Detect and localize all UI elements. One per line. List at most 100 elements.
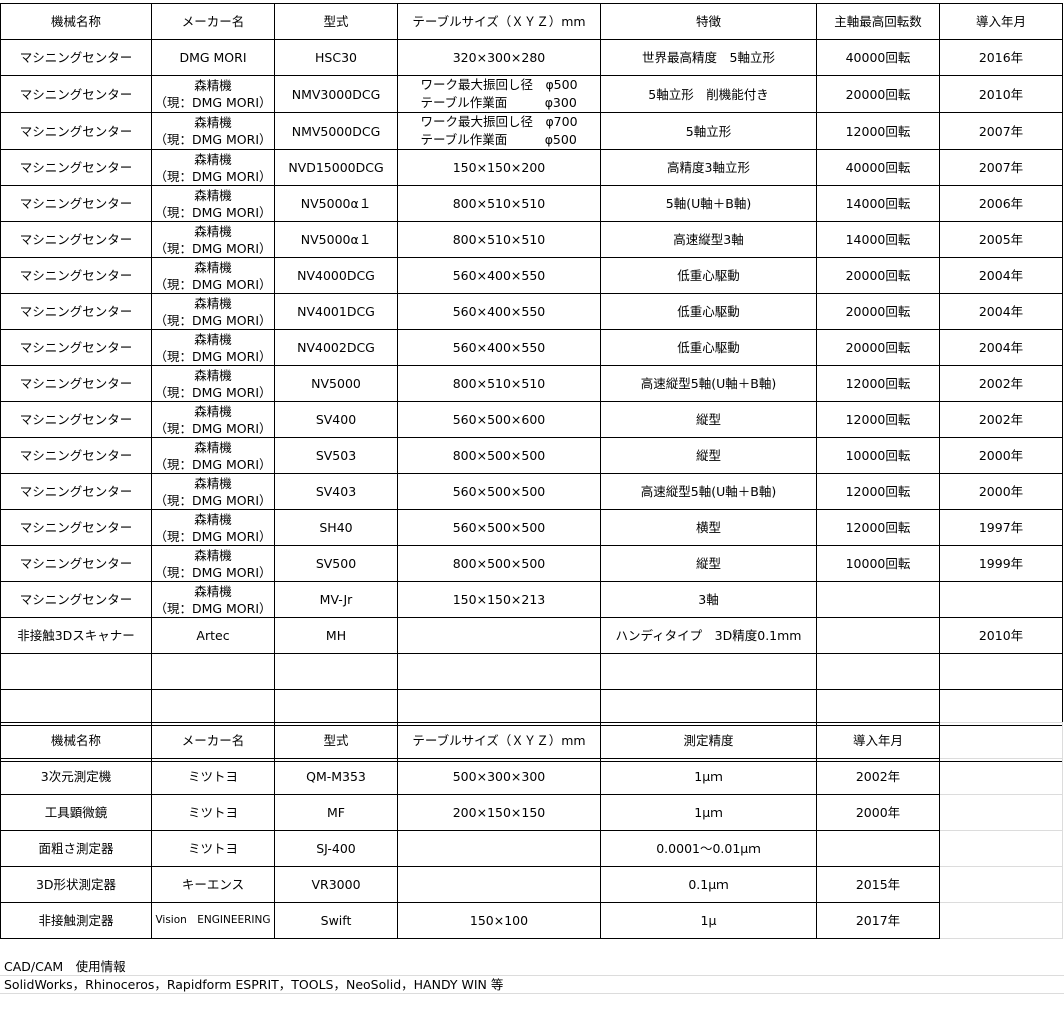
- table-row: マシニングセンター 森精機 （現：DMG MORI） NMV3000DCG ワーク最大振…: [0, 75, 1063, 113]
- machine-name-cell: マシニングセンター: [0, 401, 152, 438]
- feature-cell: 低重心駆動: [600, 293, 817, 330]
- column-header: 型式: [274, 3, 398, 40]
- maker-current-name: （現：DMG MORI）: [154, 456, 272, 472]
- table-size-cell: ワーク最大振回し径 φ700 テーブル作業面 φ500: [397, 112, 601, 150]
- maker-current-name: （現：DMG MORI）: [154, 168, 272, 184]
- measurement-equipment-table: 機械名称 メーカー名 型式 テーブルサイズ（ＸＹＺ）mm 測定精度 導入年月 3次元測定機ミ…: [0, 722, 1063, 939]
- maker-two-line: 森精機 （現：DMG MORI）: [154, 475, 271, 509]
- feature-cell: 縦型: [600, 401, 817, 438]
- table-size-cell: 800×510×510: [397, 185, 601, 222]
- table-size-cell: 560×400×550: [397, 257, 601, 294]
- install-year-cell: 2000年: [816, 794, 940, 831]
- maker-cell: 森精機 （現：DMG MORI）: [151, 149, 275, 186]
- feature-cell: 高精度3軸立形: [600, 149, 817, 186]
- maker-two-line: 森精機 （現：DMG MORI）: [154, 259, 271, 293]
- machine-name-cell: マシニングセンター: [0, 257, 152, 294]
- empty-cell: [397, 689, 601, 726]
- maker-two-line: 森精機 （現：DMG MORI）: [154, 367, 271, 401]
- empty-cell: [600, 689, 817, 726]
- spindle-rpm-cell: 20000回転: [816, 293, 940, 330]
- table-size-cell: 150×150×200: [397, 149, 601, 186]
- maker-two-line: 森精機 （現：DMG MORI）: [154, 547, 271, 581]
- table-row: マシニングセンター 森精機 （現：DMG MORI） SV500 800×500×500…: [0, 545, 1063, 582]
- feature-cell: 横型: [600, 509, 817, 546]
- maker-name: 森精機: [194, 78, 232, 93]
- table-row: 工具顕微鏡 ミツトヨ MF 200×150×150 1μｍ 2000年: [0, 794, 1063, 831]
- machine-name-cell: マシニングセンター: [0, 365, 152, 402]
- table-row: 3D形状測定器 キーエンス VR3000 0.1μｍ 2015年: [0, 866, 1063, 903]
- maker-two-line: 森精機 （現：DMG MORI）: [154, 77, 271, 111]
- maker-name: 森精機: [194, 295, 232, 311]
- empty-cell: [151, 689, 275, 726]
- empty-row: [0, 653, 1063, 690]
- install-year-cell: 2002年: [939, 365, 1063, 402]
- model-cell: Swift: [274, 902, 398, 939]
- column-header: 主軸最高回転数: [816, 3, 940, 40]
- feature-cell: 3軸: [600, 581, 817, 618]
- model-cell: NVD15000DCG: [274, 149, 398, 186]
- install-year-cell: 2002年: [816, 758, 940, 795]
- machine-name-cell: 非接触測定器: [0, 902, 152, 939]
- maker-name: 森精機: [194, 259, 232, 275]
- feature-cell: 高速縦型3軸: [600, 221, 817, 258]
- empty-cell: [274, 653, 398, 690]
- accuracy-cell: 1μｍ: [600, 758, 817, 795]
- table-size-two-line: ワーク最大振回し径 φ500 テーブル作業面 φ300: [420, 77, 577, 112]
- install-year-cell: 2007年: [939, 149, 1063, 186]
- table-row: マシニングセンター 森精機 （現：DMG MORI） SH40 560×500×500 横…: [0, 509, 1063, 546]
- empty-cell: [939, 653, 1063, 690]
- maker-current-name: （現：DMG MORI）: [154, 420, 272, 436]
- spindle-rpm-cell: 40000回転: [816, 39, 940, 76]
- model-cell: NV4000DCG: [274, 257, 398, 294]
- feature-cell: 世界最高精度 5軸立形: [600, 39, 817, 76]
- cad-software-list: SolidWorks，Rhinoceros，Rapidform ESPRIT，T…: [4, 977, 504, 992]
- spindle-rpm-cell: 14000回転: [816, 221, 940, 258]
- maker-two-line: 森精機 （現：DMG MORI）: [154, 295, 271, 329]
- machine-name-cell: 工具顕微鏡: [0, 794, 152, 831]
- table-work-surface: テーブル作業面 φ300: [420, 95, 577, 110]
- cad-cam-title: CAD/CAM 使用情報: [4, 959, 126, 974]
- column-header: 導入年月: [939, 3, 1063, 40]
- maker-two-line: 森精機 （現：DMG MORI）: [154, 403, 271, 437]
- install-year-cell: 2016年: [939, 39, 1063, 76]
- feature-cell: 高速縦型5軸(U軸＋B軸): [600, 365, 817, 402]
- install-year-cell: 2007年: [939, 112, 1063, 150]
- empty-cell: [0, 653, 152, 690]
- maker-two-line: 森精機 （現：DMG MORI）: [154, 511, 271, 545]
- spindle-rpm-cell: [816, 617, 940, 654]
- maker-cell: 森精機 （現：DMG MORI）: [151, 581, 275, 618]
- maker-name: 森精機: [194, 547, 232, 563]
- maker-name: 森精機: [194, 511, 232, 527]
- table-size-two-line: ワーク最大振回し径 φ700 テーブル作業面 φ500: [420, 114, 577, 149]
- empty-cell: [0, 689, 152, 726]
- column-header: テーブルサイズ（ＸＹＺ）mm: [397, 3, 601, 40]
- maker-current-name: （現：DMG MORI）: [154, 204, 272, 220]
- table-row: マシニングセンター 森精機 （現：DMG MORI） NVD15000DCG 150×1…: [0, 149, 1063, 186]
- table-row: マシニングセンター 森精機 （現：DMG MORI） NV5000 800×510×51…: [0, 365, 1063, 402]
- empty-cell: [939, 758, 1063, 795]
- empty-cell: [397, 653, 601, 690]
- maker-cell: 森精機 （現：DMG MORI）: [151, 75, 275, 113]
- maker-two-line: 森精機 （現：DMG MORI）: [154, 223, 271, 257]
- machine-name-cell: マシニングセンター: [0, 185, 152, 222]
- maker-cell: 森精機 （現：DMG MORI）: [151, 401, 275, 438]
- cad-software-row: SolidWorks，Rhinoceros，Rapidform ESPRIT，T…: [0, 976, 1064, 994]
- model-cell: NV5000α１: [274, 185, 398, 222]
- spindle-rpm-cell: 12000回転: [816, 112, 940, 150]
- column-header: 測定精度: [600, 722, 817, 759]
- feature-cell: 5軸立形: [600, 112, 817, 150]
- maker-cell: ミツトヨ: [151, 758, 275, 795]
- model-cell: MH: [274, 617, 398, 654]
- machine-name-cell: マシニングセンター: [0, 581, 152, 618]
- column-header: 機械名称: [0, 3, 152, 40]
- table-size-cell: [397, 617, 601, 654]
- model-cell: SV403: [274, 473, 398, 510]
- table-size-cell: 560×500×600: [397, 401, 601, 438]
- model-cell: MF: [274, 794, 398, 831]
- table-size-cell: [397, 866, 601, 903]
- feature-cell: ハンディタイプ 3D精度0.1mm: [600, 617, 817, 654]
- table-row: マシニングセンター 森精機 （現：DMG MORI） NV5000α１ 800×510×…: [0, 221, 1063, 258]
- install-year-cell: 2002年: [939, 401, 1063, 438]
- table-row: マシニングセンター 森精機 （現：DMG MORI） SV503 800×500×500…: [0, 437, 1063, 474]
